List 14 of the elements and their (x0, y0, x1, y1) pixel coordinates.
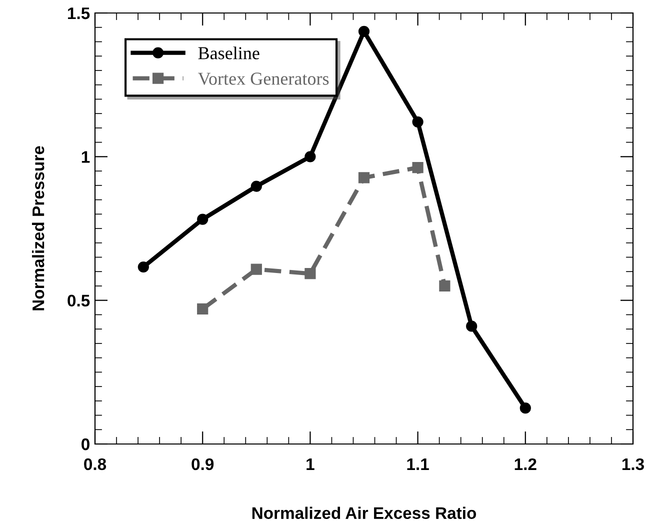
x-tick-label: 1.2 (514, 458, 536, 470)
x-tick-label: 1 (306, 458, 314, 470)
y-tick-label: 0 (82, 438, 90, 450)
x-axis-title: Normalized Air Excess Ratio (252, 506, 476, 519)
legend-label: Vortex Generators (198, 72, 329, 85)
x-tick-label: 0.8 (84, 458, 106, 470)
x-tick-label: 1.3 (622, 458, 644, 470)
legend-label: Baseline (198, 46, 260, 60)
x-tick-label: 1.1 (407, 458, 429, 470)
y-axis-title: Normalized Pressure (32, 146, 44, 310)
y-tick-label: 0.5 (68, 294, 90, 307)
y-tick-label: 1.5 (68, 8, 90, 20)
x-tick-label: 0.9 (192, 458, 214, 470)
y-tick-label: 1 (82, 151, 90, 163)
